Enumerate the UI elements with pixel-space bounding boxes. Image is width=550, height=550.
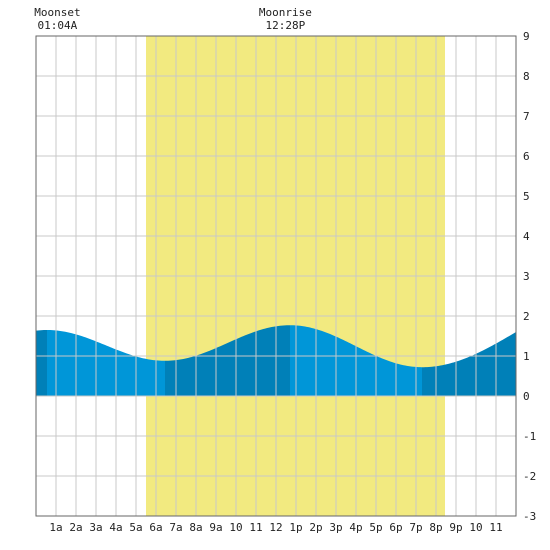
x-tick-label: 11 [489,521,502,534]
x-tick-label: 2p [309,521,322,534]
x-tick-label: 7a [169,521,182,534]
y-tick-label: -2 [523,470,536,483]
x-tick-label: 5a [129,521,142,534]
y-tick-label: -1 [523,430,536,443]
y-tick-label: 5 [523,190,530,203]
x-tick-label: 8a [189,521,202,534]
x-tick-label: 8p [429,521,442,534]
x-tick-label: 4a [109,521,122,534]
x-tick-label: 12 [269,521,282,534]
x-tick-label: 9p [449,521,462,534]
x-tick-label: 3p [329,521,342,534]
moon-event-label: Moonrise [259,6,312,19]
y-tick-label: 7 [523,110,530,123]
x-tick-label: 6a [149,521,162,534]
x-tick-label: 5p [369,521,382,534]
x-tick-label: 7p [409,521,422,534]
x-tick-label: 3a [89,521,102,534]
y-tick-label: 9 [523,30,530,43]
y-tick-label: 3 [523,270,530,283]
x-tick-label: 10 [469,521,482,534]
y-tick-label: 0 [523,390,530,403]
moon-event-time: 12:28P [266,19,306,32]
x-tick-label: 2a [69,521,82,534]
x-tick-label: 1a [49,521,62,534]
y-tick-label: 8 [523,70,530,83]
moon-event-time: 01:04A [38,19,78,32]
y-tick-label: 4 [523,230,530,243]
tide-segment-rising [36,330,47,396]
x-tick-label: 10 [229,521,242,534]
y-tick-label: 1 [523,350,530,363]
tide-segment-rising [422,332,516,396]
x-tick-label: 11 [249,521,262,534]
x-tick-label: 1p [289,521,302,534]
y-tick-label: -3 [523,510,536,523]
y-tick-label: 2 [523,310,530,323]
x-tick-label: 6p [389,521,402,534]
y-tick-label: 6 [523,150,530,163]
x-tick-label: 4p [349,521,362,534]
plot-border [35,35,517,517]
x-tick-label: 9a [209,521,222,534]
moon-event-label: Moonset [34,6,80,19]
